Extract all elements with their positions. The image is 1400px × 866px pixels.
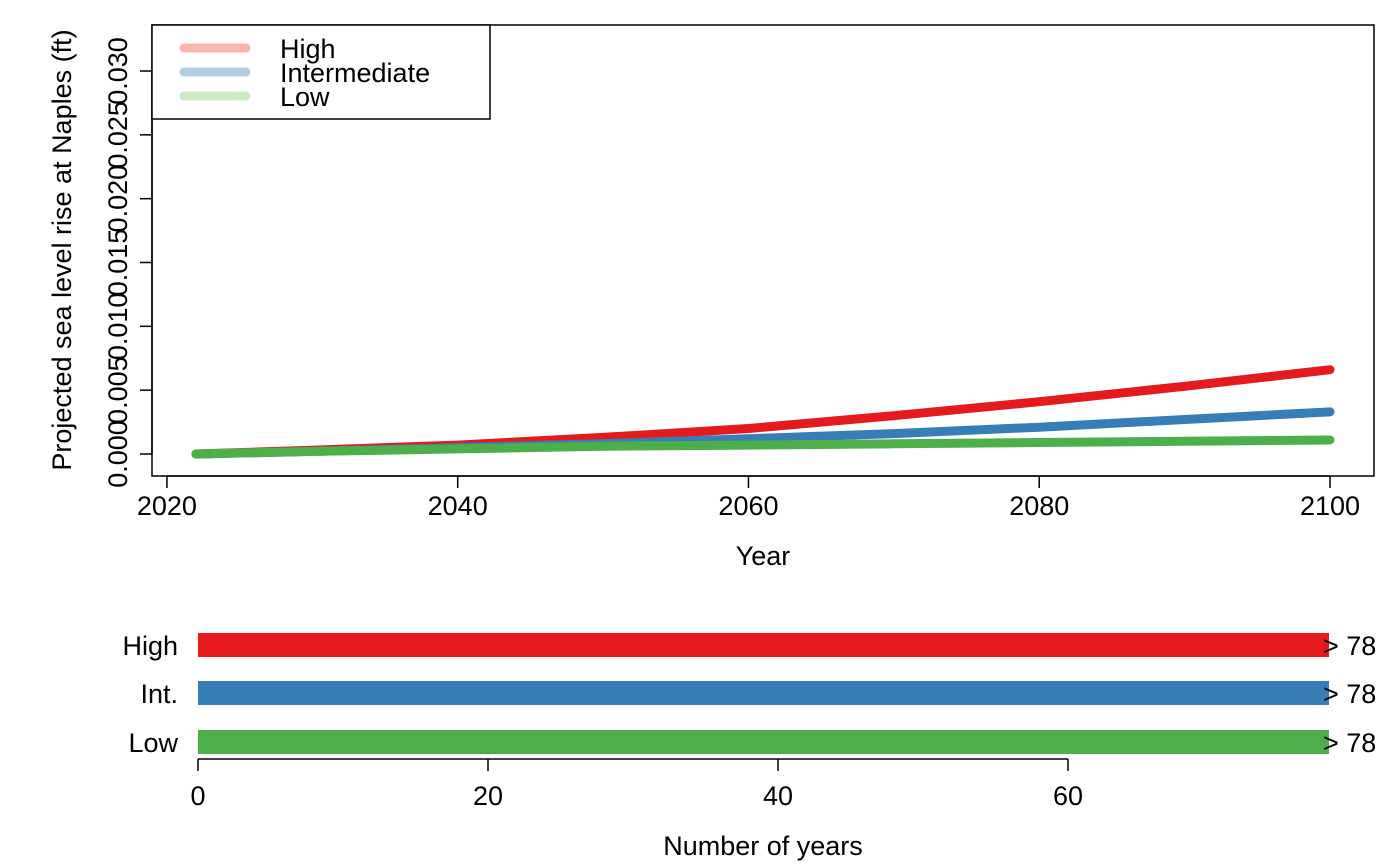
bar-chart: High > 78 Int. > 78 Low > 78 0 20 40 60 Number o… [122, 631, 1376, 861]
y-axis-title: Projected sea level rise at Naples (ft) [47, 29, 77, 470]
legend-label-high: High [280, 34, 336, 64]
y-tick-label: 0.005 [103, 356, 133, 424]
x-axis: 0 20 40 60 [190, 758, 1083, 811]
x-tick-label: 0 [190, 781, 205, 811]
series-lines [191, 365, 1335, 459]
bar-value-label: > 78 [1323, 679, 1376, 709]
bar-low [198, 730, 1329, 754]
bar-value-label: > 78 [1323, 631, 1376, 661]
bar-int [198, 681, 1329, 705]
y-tick-label: 0.025 [103, 101, 133, 169]
bars: High > 78 Int. > 78 Low > 78 [122, 631, 1376, 758]
x-tick-label: 2020 [137, 491, 197, 521]
category-label: High [122, 631, 178, 661]
x-tick-label: 2040 [428, 491, 488, 521]
category-label: Int. [140, 679, 178, 709]
bar-value-label: > 78 [1323, 728, 1376, 758]
legend-label-low: Low [280, 82, 330, 112]
x-axis-title: Number of years [663, 831, 863, 861]
y-tick-label: 0.000 [103, 420, 133, 488]
x-tick-label: 40 [763, 781, 793, 811]
x-tick-label: 2080 [1009, 491, 1069, 521]
x-tick-label: 20 [473, 781, 503, 811]
legend-label-intermediate: Intermediate [280, 58, 430, 88]
x-axis-title: Year [736, 541, 791, 571]
y-tick-label: 0.015 [103, 229, 133, 297]
x-tick-label: 60 [1053, 781, 1083, 811]
y-tick-label: 0.020 [103, 165, 133, 233]
y-tick-label: 0.010 [103, 293, 133, 361]
category-label: Low [128, 728, 178, 758]
x-tick-label: 2060 [718, 491, 778, 521]
x-axis: 2020 2040 2060 2080 2100 [137, 475, 1360, 521]
line-chart: 2020 2040 2060 2080 2100 0.0000.0050.0100.01… [47, 24, 1375, 571]
bar-high [198, 633, 1329, 657]
x-tick-label: 2100 [1300, 491, 1360, 521]
series-line-low [191, 435, 1335, 459]
y-tick-label: 0.030 [103, 37, 133, 105]
